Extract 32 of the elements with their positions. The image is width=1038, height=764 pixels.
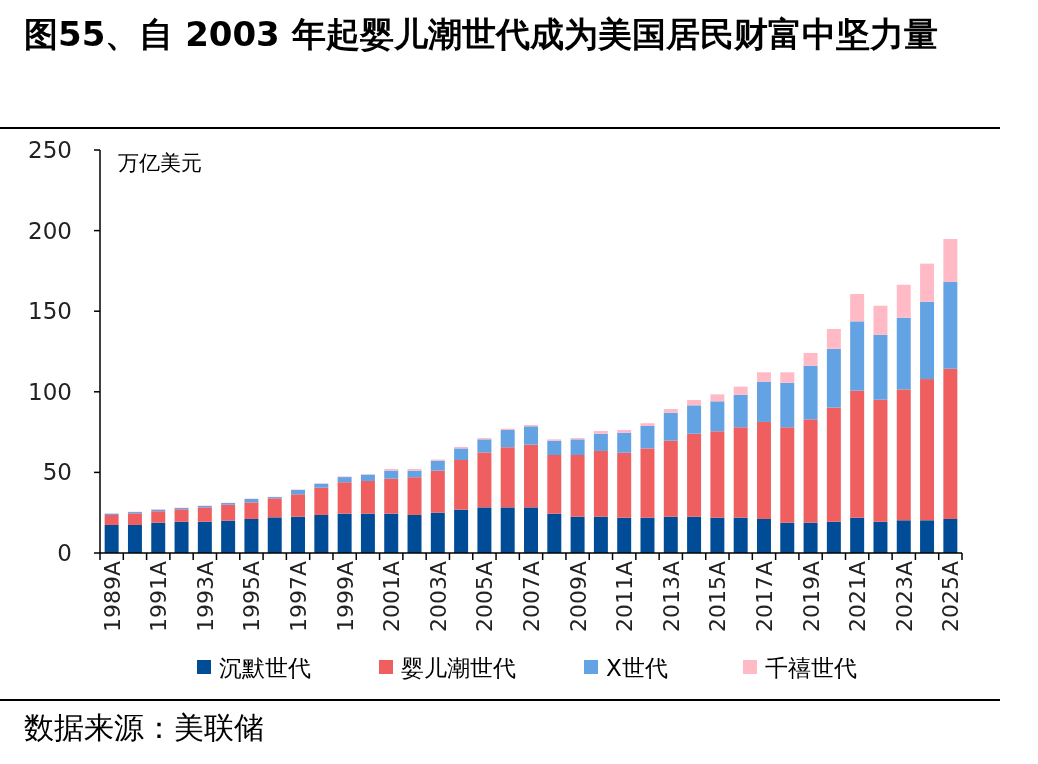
x-tick-label: 1989A [99, 561, 125, 633]
y-tick-label: 200 [28, 217, 72, 244]
y-axis-title: 万亿美元 [118, 151, 202, 175]
y-tick-label: 150 [28, 298, 72, 325]
y-tick-label: 0 [57, 540, 72, 566]
legend-label: 婴儿潮世代 [401, 655, 516, 681]
x-tick-label: 1993A [192, 561, 218, 633]
x-tick-label: 2023A [891, 561, 917, 633]
x-tick-label: 2025A [938, 561, 964, 633]
x-tick-label: 2001A [379, 561, 405, 633]
x-tick-label: 2009A [565, 561, 591, 633]
legend-label: X世代 [606, 655, 668, 681]
y-tick-label: 50 [42, 459, 72, 486]
chart-title: 图55、自 2003 年起婴儿潮世代成为美国居民财富中坚力量 [24, 13, 939, 56]
x-tick-label: 2015A [705, 561, 731, 633]
legend-label: 千禧世代 [765, 655, 857, 681]
x-tick-label: 2017A [751, 561, 777, 633]
legend-label: 沉默世代 [219, 655, 311, 681]
x-tick-label: 1995A [239, 561, 265, 633]
x-tick-label: 2007A [519, 561, 544, 633]
x-tick-label: 2011A [612, 561, 638, 633]
x-tick-label: 2019A [798, 561, 824, 633]
x-tick-label: 2013A [658, 561, 684, 633]
x-tick-label: 1999A [332, 561, 358, 633]
source-note: 数据来源：美联储 [24, 709, 264, 747]
y-tick-label: 100 [28, 378, 72, 405]
y-tick-label: 250 [28, 137, 72, 163]
x-tick-label: 2005A [472, 561, 498, 633]
x-tick-label: 1997A [286, 561, 312, 633]
x-tick-label: 1991A [146, 561, 172, 633]
x-tick-label: 2003A [425, 561, 451, 633]
x-tick-label: 2021A [845, 561, 871, 633]
